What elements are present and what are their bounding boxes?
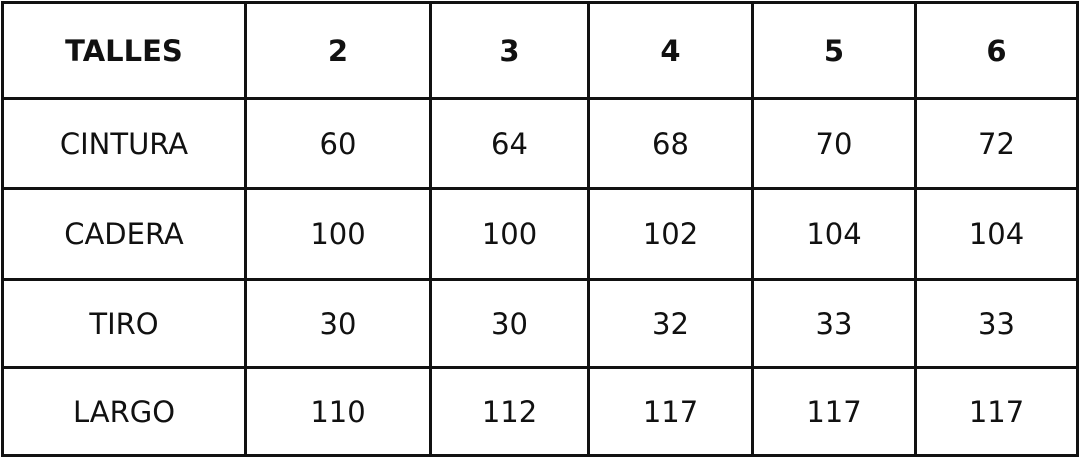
header-row: TALLES 2 3 4 5 6 — [1, 1, 1079, 100]
cell: 104 — [751, 187, 917, 281]
cell: 33 — [914, 278, 1079, 369]
cell: 117 — [914, 366, 1079, 457]
row-label: CADERA — [1, 187, 247, 281]
cell: 33 — [751, 278, 917, 369]
cell: 68 — [587, 97, 754, 190]
cell: 117 — [587, 366, 754, 457]
cell: 102 — [587, 187, 754, 281]
row-label: TIRO — [1, 278, 247, 369]
cell: 72 — [914, 97, 1079, 190]
table-row: CADERA 100 100 102 104 104 — [1, 187, 1079, 281]
cell: 100 — [429, 187, 590, 281]
cell: 104 — [914, 187, 1079, 281]
header-cell: 5 — [751, 1, 917, 100]
row-label: LARGO — [1, 366, 247, 457]
header-cell: TALLES — [1, 1, 247, 100]
cell: 110 — [244, 366, 432, 457]
cell: 70 — [751, 97, 917, 190]
cell: 112 — [429, 366, 590, 457]
row-label: CINTURA — [1, 97, 247, 190]
cell: 100 — [244, 187, 432, 281]
cell: 30 — [429, 278, 590, 369]
cell: 117 — [751, 366, 917, 457]
header-cell: 3 — [429, 1, 590, 100]
cell: 32 — [587, 278, 754, 369]
header-cell: 6 — [914, 1, 1079, 100]
cell: 60 — [244, 97, 432, 190]
cell: 64 — [429, 97, 590, 190]
cell: 30 — [244, 278, 432, 369]
table-row: LARGO 110 112 117 117 117 — [1, 366, 1079, 457]
table-row: CINTURA 60 64 68 70 72 — [1, 97, 1079, 190]
header-cell: 4 — [587, 1, 754, 100]
header-cell: 2 — [244, 1, 432, 100]
table-row: TIRO 30 30 32 33 33 — [1, 278, 1079, 369]
